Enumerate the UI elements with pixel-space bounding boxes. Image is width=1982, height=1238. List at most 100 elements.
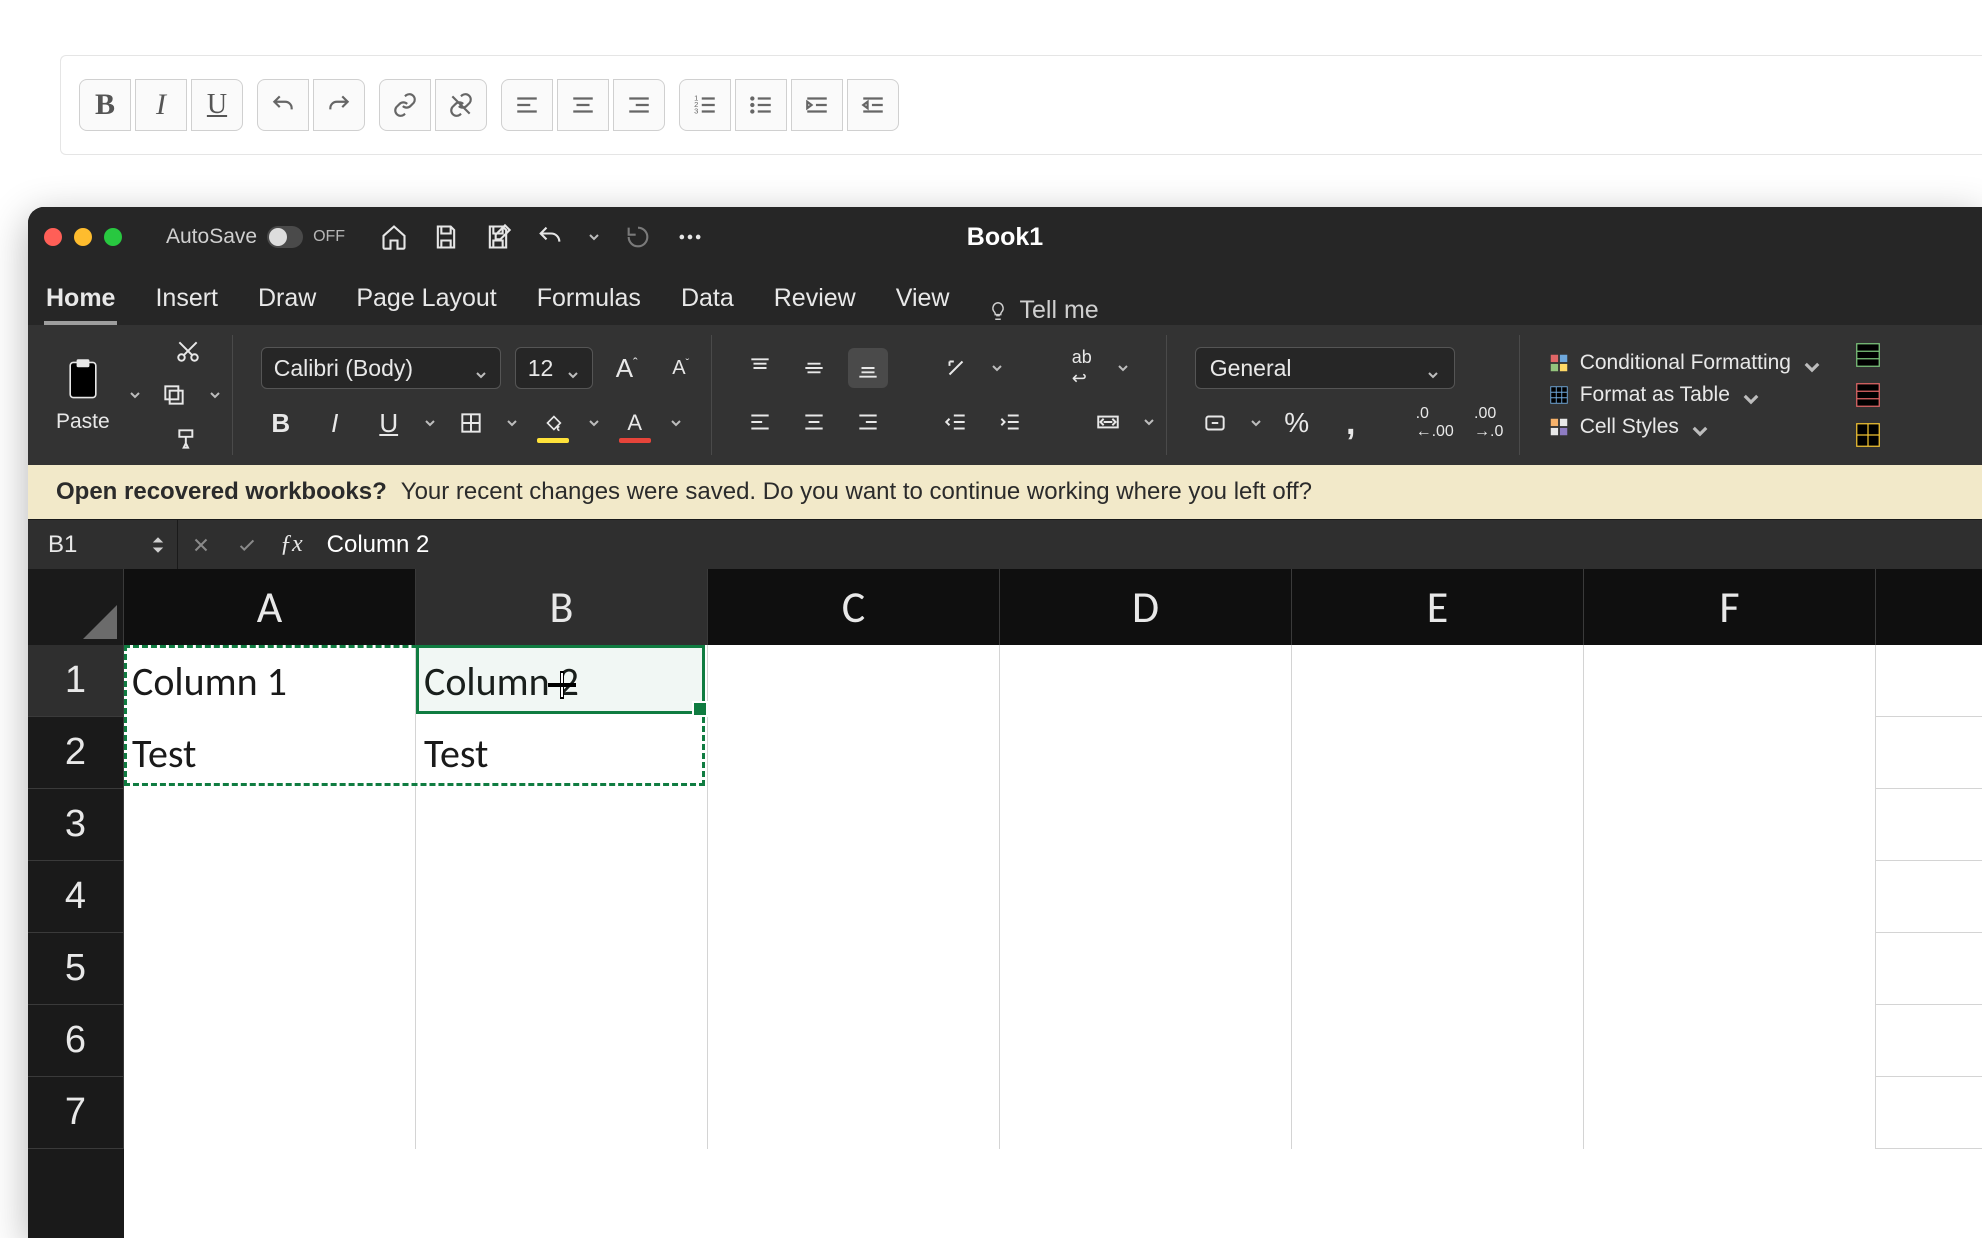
comma-icon[interactable]: , [1331, 403, 1371, 443]
orientation-dropdown-icon[interactable] [990, 361, 1004, 375]
align-right-button[interactable] [613, 79, 665, 131]
cell-A5[interactable] [124, 933, 416, 1005]
row-header-1[interactable]: 1 [28, 645, 124, 717]
align-left-icon[interactable] [740, 402, 780, 442]
cell-D1[interactable] [1000, 645, 1292, 717]
cell-B1[interactable]: Column 2 [416, 645, 708, 717]
name-box[interactable]: B1 [28, 520, 178, 569]
row-header-5[interactable]: 5 [28, 933, 124, 1005]
cancel-formula-icon[interactable] [178, 520, 224, 569]
decrease-indent-icon[interactable] [936, 402, 976, 442]
cell-D7[interactable] [1000, 1077, 1292, 1149]
align-left-button[interactable] [501, 79, 553, 131]
row-header-6[interactable]: 6 [28, 1005, 124, 1077]
bold-button[interactable]: B [79, 79, 131, 131]
format-cells-icon[interactable] [1853, 420, 1883, 450]
cell-B2[interactable]: Test [416, 717, 708, 789]
cell-F1[interactable] [1584, 645, 1876, 717]
column-header-C[interactable]: C [708, 569, 1000, 645]
indent-button[interactable] [791, 79, 843, 131]
insert-cells-icon[interactable] [1853, 340, 1883, 370]
increase-font-icon[interactable]: Aˆ [607, 348, 647, 388]
decrease-decimal-icon[interactable]: .00→.0 [1469, 403, 1509, 443]
select-all-corner[interactable] [28, 569, 124, 645]
cells-area[interactable]: Column 1Column 2TestTest [124, 645, 1982, 1238]
borders-icon[interactable] [451, 403, 491, 443]
cell-A1[interactable]: Column 1 [124, 645, 416, 717]
cell-C4[interactable] [708, 861, 1000, 933]
cell-A6[interactable] [124, 1005, 416, 1077]
cell-C2[interactable] [708, 717, 1000, 789]
home-icon[interactable] [379, 222, 409, 252]
cell-C1[interactable] [708, 645, 1000, 717]
tab-review[interactable]: Review [772, 284, 858, 325]
tab-formulas[interactable]: Formulas [535, 284, 643, 325]
cell-F4[interactable] [1584, 861, 1876, 933]
delete-cells-icon[interactable] [1853, 380, 1883, 410]
cell-C5[interactable] [708, 933, 1000, 1005]
cell-F2[interactable] [1584, 717, 1876, 789]
cell-B4[interactable] [416, 861, 708, 933]
cell-E6[interactable] [1292, 1005, 1584, 1077]
tell-me-search[interactable]: Tell me [987, 296, 1098, 325]
cell-D6[interactable] [1000, 1005, 1292, 1077]
cell-E3[interactable] [1292, 789, 1584, 861]
tab-page-layout[interactable]: Page Layout [354, 284, 498, 325]
bold-icon[interactable]: B [261, 403, 301, 443]
align-top-icon[interactable] [740, 348, 780, 388]
minimize-window-button[interactable] [74, 228, 92, 246]
paste-button[interactable]: Paste [50, 356, 116, 434]
cell-F7[interactable] [1584, 1077, 1876, 1149]
more-icon[interactable] [675, 222, 705, 252]
font-name-select[interactable]: Calibri (Body) [261, 347, 501, 389]
cell-A7[interactable] [124, 1077, 416, 1149]
cell-B3[interactable] [416, 789, 708, 861]
merge-dropdown-icon[interactable] [1142, 415, 1156, 429]
cell-B7[interactable] [416, 1077, 708, 1149]
cut-icon[interactable] [154, 334, 222, 368]
undo-icon[interactable] [535, 222, 565, 252]
fx-icon[interactable]: ƒx [270, 531, 313, 558]
cell-styles-button[interactable]: Cell Styles [1548, 415, 1815, 439]
paste-dropdown-icon[interactable] [128, 388, 142, 402]
autosave-control[interactable]: AutoSave OFF [166, 225, 345, 249]
maximize-window-button[interactable] [104, 228, 122, 246]
wrap-dropdown-icon[interactable] [1116, 361, 1130, 375]
number-format-select[interactable]: General [1195, 347, 1455, 389]
recovery-bar[interactable]: Open recovered workbooks? Your recent ch… [28, 465, 1982, 519]
accounting-dropdown-icon[interactable] [1249, 416, 1263, 430]
align-center-icon[interactable] [794, 402, 834, 442]
increase-indent-icon[interactable] [990, 402, 1030, 442]
wrap-text-icon[interactable]: ab↩ [1062, 348, 1102, 388]
cell-E5[interactable] [1292, 933, 1584, 1005]
tab-insert[interactable]: Insert [153, 284, 220, 325]
italic-button[interactable]: I [135, 79, 187, 131]
align-center-button[interactable] [557, 79, 609, 131]
cell-A3[interactable] [124, 789, 416, 861]
font-color-dropdown-icon[interactable] [669, 416, 683, 430]
italic-icon[interactable]: I [315, 403, 355, 443]
merge-center-icon[interactable] [1088, 402, 1128, 442]
percent-icon[interactable]: % [1277, 403, 1317, 443]
save-as-icon[interactable] [483, 222, 513, 252]
cell-E1[interactable] [1292, 645, 1584, 717]
cell-A4[interactable] [124, 861, 416, 933]
close-window-button[interactable] [44, 228, 62, 246]
cell-F6[interactable] [1584, 1005, 1876, 1077]
unlink-button[interactable] [435, 79, 487, 131]
cell-E7[interactable] [1292, 1077, 1584, 1149]
align-middle-icon[interactable] [794, 348, 834, 388]
underline-icon[interactable]: U [369, 403, 409, 443]
underline-button[interactable]: U [191, 79, 243, 131]
autosave-switch[interactable] [267, 226, 303, 248]
tab-draw[interactable]: Draw [256, 284, 318, 325]
cell-C3[interactable] [708, 789, 1000, 861]
accounting-format-icon[interactable] [1195, 403, 1235, 443]
undo-button[interactable] [257, 79, 309, 131]
tab-data[interactable]: Data [679, 284, 736, 325]
cell-D5[interactable] [1000, 933, 1292, 1005]
cell-D3[interactable] [1000, 789, 1292, 861]
align-bottom-icon[interactable] [848, 348, 888, 388]
tab-view[interactable]: View [894, 284, 952, 325]
borders-dropdown-icon[interactable] [505, 416, 519, 430]
